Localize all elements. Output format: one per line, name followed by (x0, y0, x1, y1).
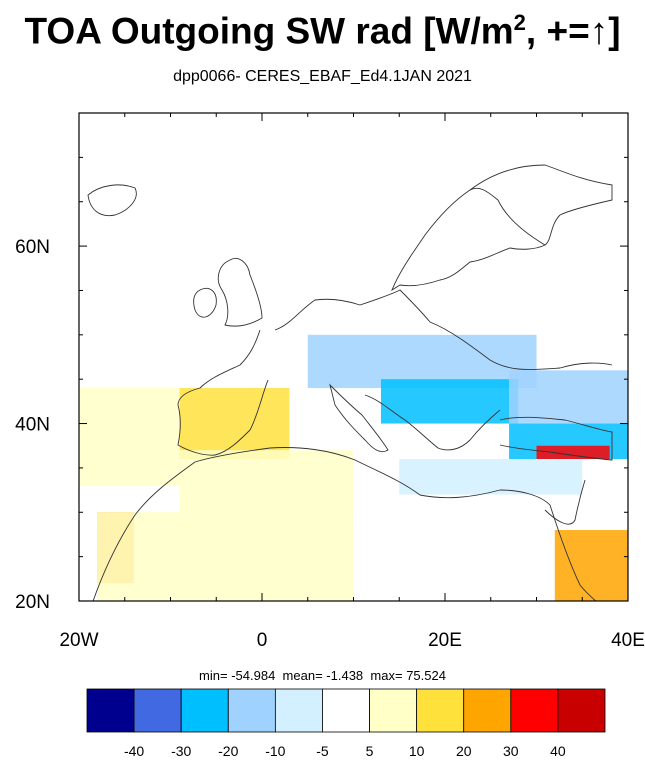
coastline-mainland-europe (274, 289, 613, 370)
coastline-balkans (364, 394, 501, 451)
colorbar-label: 40 (550, 743, 566, 759)
y-tick-label: 20N (15, 592, 50, 613)
coastline-iberia (177, 329, 269, 456)
axis-ticks (78, 112, 629, 602)
coastline-scandinavia (391, 187, 546, 292)
colorbar-label: 20 (456, 743, 472, 759)
colorbar-label: 5 (366, 743, 374, 759)
stats-line: min= -54.984 mean= -1.438 max= 75.524 (199, 668, 446, 683)
chart-subtitle: dpp0066- CERES_EBAF_Ed4.1JAN 2021 (173, 68, 472, 85)
heatmap-field (79, 334, 628, 601)
x-tick-label: 20W (59, 630, 98, 651)
heat-region-12 (554, 530, 628, 601)
axis-tick-labels: 20W 0 20E 40E 20N 40N 60N (15, 237, 645, 651)
colorbar-label: -40 (124, 743, 144, 759)
colorbar-label: -20 (218, 743, 238, 759)
colorbar-box (369, 688, 418, 733)
coastline-italy (329, 383, 389, 453)
colorbar-label: -5 (316, 743, 329, 759)
coastline-red-sea (549, 504, 597, 601)
chart-title: TOA Outgoing SW rad [W/m2, +=↑] (24, 10, 621, 52)
coastline-turkey (499, 416, 613, 461)
x-tick-label: 40E (611, 630, 645, 651)
coastline-uk (217, 257, 263, 327)
x-tick-label: 20E (428, 630, 462, 651)
coastline-ireland (193, 287, 217, 318)
colorbar-box (227, 688, 276, 733)
heat-region-1 (97, 512, 354, 601)
colorbar-box (133, 688, 182, 733)
heat-region-2 (353, 512, 592, 601)
heat-region-5 (179, 450, 354, 513)
coastlines (87, 164, 613, 601)
coastline-iceland (87, 184, 137, 217)
y-tick-label: 40N (15, 415, 50, 436)
colorbar-label: -30 (171, 743, 191, 759)
colorbar-box (416, 688, 465, 733)
colorbar-label: -10 (265, 743, 285, 759)
colorbar-box (86, 688, 135, 733)
x-tick-label: 0 (257, 630, 268, 651)
y-tick-label: 60N (15, 237, 50, 258)
colorbar-label: 10 (409, 743, 425, 759)
colorbar-box (322, 688, 370, 733)
colorbar-box (510, 688, 559, 733)
heat-region-4 (179, 388, 290, 460)
colorbar: -40 -30 -20 -10 -5 5 10 20 30 40 (86, 688, 606, 759)
heat-region-7 (380, 379, 519, 424)
heat-region-3 (79, 388, 180, 486)
colorbar-box (180, 688, 229, 733)
heat-region-8 (509, 370, 628, 424)
coastline-sinai (544, 479, 586, 525)
colorbar-box (557, 688, 606, 733)
coastline-kola (469, 164, 613, 246)
colorbar-box (274, 688, 323, 733)
heat-region-11 (399, 459, 583, 495)
coastline-north-africa (92, 447, 551, 601)
heat-region-10 (536, 445, 610, 460)
colorbar-box (463, 688, 512, 733)
colorbar-label: 30 (503, 743, 519, 759)
